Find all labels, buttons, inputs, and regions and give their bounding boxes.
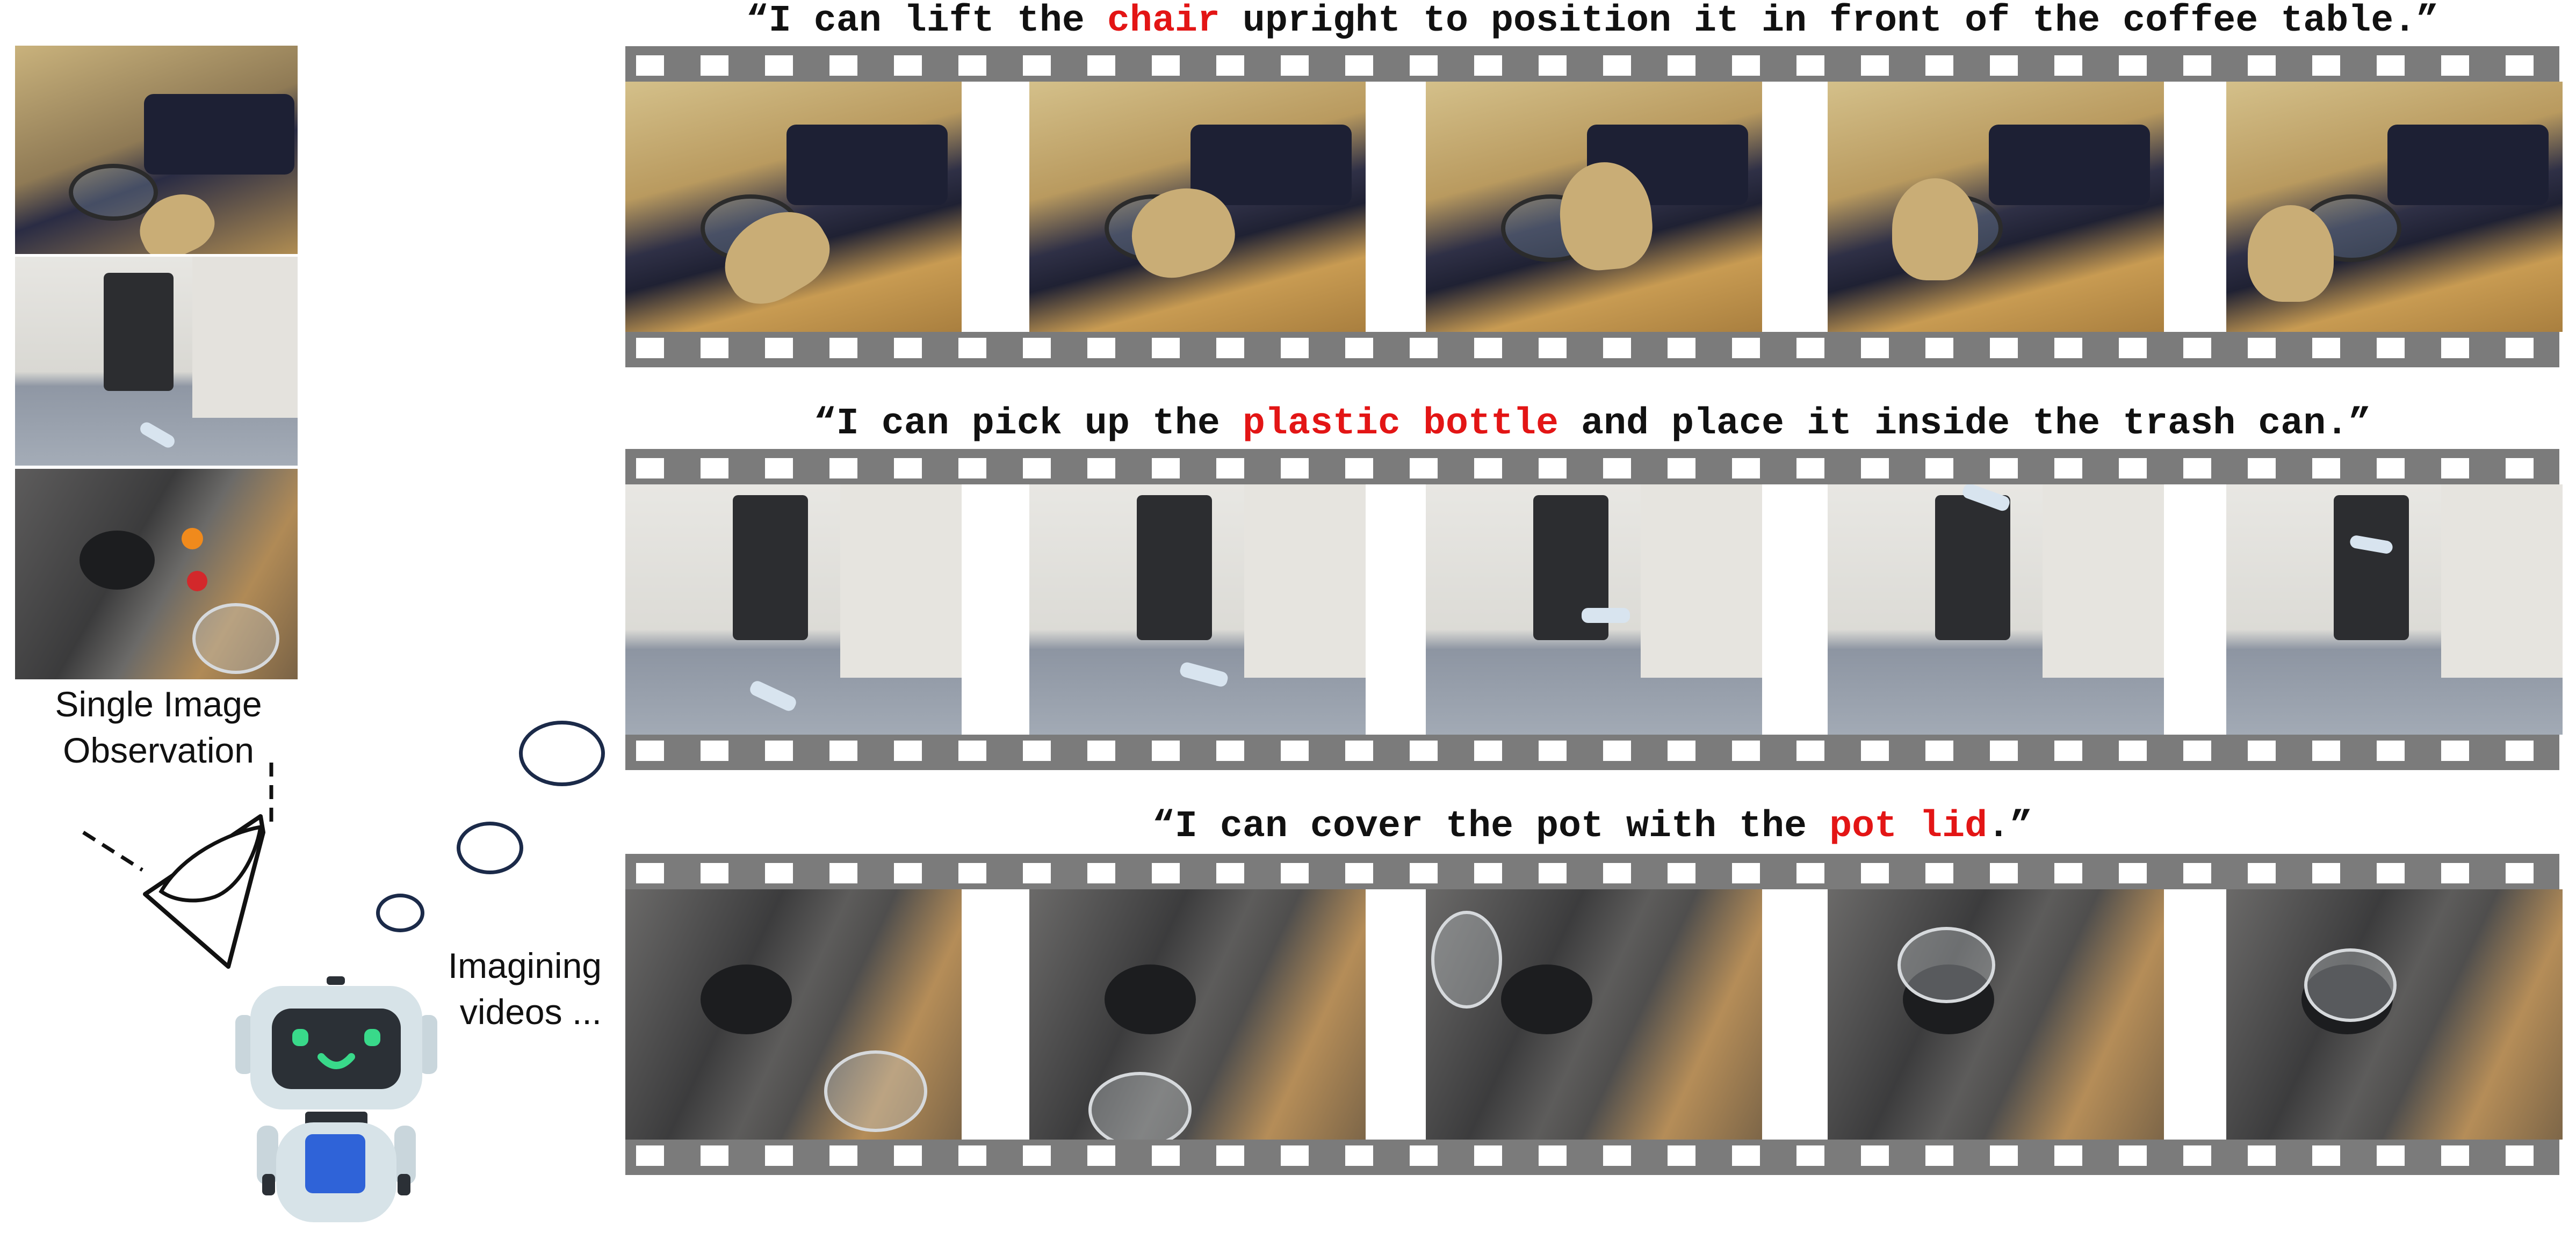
- eye-icon: [82, 763, 273, 969]
- video-frame: [1828, 484, 2164, 735]
- film-sprocket-holes: [625, 741, 2559, 761]
- imagine-caption: Imagining videos ...: [387, 942, 602, 1035]
- robot-icon: [235, 976, 437, 1222]
- video-frame: [1029, 82, 1366, 332]
- prompt-text-after: .”: [1987, 806, 2033, 848]
- video-frame: [2226, 484, 2563, 735]
- film-strip-plastic-bottle: [625, 449, 2563, 770]
- thought-bubble-icon-medium: [457, 822, 523, 874]
- observation-thumbnail-trash-can: [15, 257, 298, 466]
- observation-thumbnail-kitchen: [15, 469, 298, 679]
- prompt-highlight: pot lid: [1829, 806, 1988, 848]
- prompt-text-after: and place it inside the trash can.”: [1558, 403, 2371, 445]
- video-frame: [2226, 889, 2563, 1140]
- video-frame: [1029, 484, 1366, 735]
- observation-caption-line-1: Single Image: [55, 684, 262, 724]
- prompt-text-after: upright to position it in front of the c…: [1220, 0, 2439, 42]
- video-frame: [625, 82, 962, 332]
- film-sprocket-holes: [625, 863, 2559, 883]
- film-strip-chair: [625, 46, 2563, 367]
- prompt-text-before: “I can cover the pot with the: [1152, 806, 1830, 848]
- thought-bubble-icon: [519, 721, 605, 786]
- prompt-text-before: “I can lift the: [746, 0, 1107, 42]
- video-frame: [625, 889, 962, 1140]
- film-sprocket-holes: [625, 338, 2559, 358]
- film-sprocket-holes: [625, 458, 2559, 478]
- prompt-text-before: “I can pick up the: [813, 403, 1243, 445]
- video-frame: [1426, 484, 1762, 735]
- film-strip-pot-lid: [625, 854, 2563, 1175]
- video-frame: [1828, 82, 2164, 332]
- video-frame: [625, 484, 962, 735]
- observation-thumbnail-living-room: [15, 46, 298, 254]
- prompt-plastic-bottle: “I can pick up the plastic bottle and pl…: [625, 403, 2559, 446]
- prompt-highlight: chair: [1107, 0, 1220, 42]
- observation-caption-line-2: Observation: [63, 730, 254, 770]
- video-frame: [1828, 889, 2164, 1140]
- video-frame: [1029, 889, 1366, 1140]
- video-frame: [1426, 82, 1762, 332]
- video-frame: [2226, 82, 2563, 332]
- thought-bubble-icon-small: [376, 894, 424, 932]
- imagine-caption-line-1: Imagining: [448, 946, 602, 985]
- film-sprocket-holes: [625, 55, 2559, 76]
- imagine-caption-line-2: videos ...: [459, 992, 602, 1032]
- observation-caption: Single Image Observation: [11, 681, 306, 773]
- prompt-chair: “I can lift the chair upright to positio…: [625, 0, 2559, 43]
- prompt-highlight: plastic bottle: [1242, 403, 1558, 445]
- film-sprocket-holes: [625, 1145, 2559, 1166]
- video-frame: [1426, 889, 1762, 1140]
- prompt-pot-lid: “I can cover the pot with the pot lid.”: [625, 806, 2559, 848]
